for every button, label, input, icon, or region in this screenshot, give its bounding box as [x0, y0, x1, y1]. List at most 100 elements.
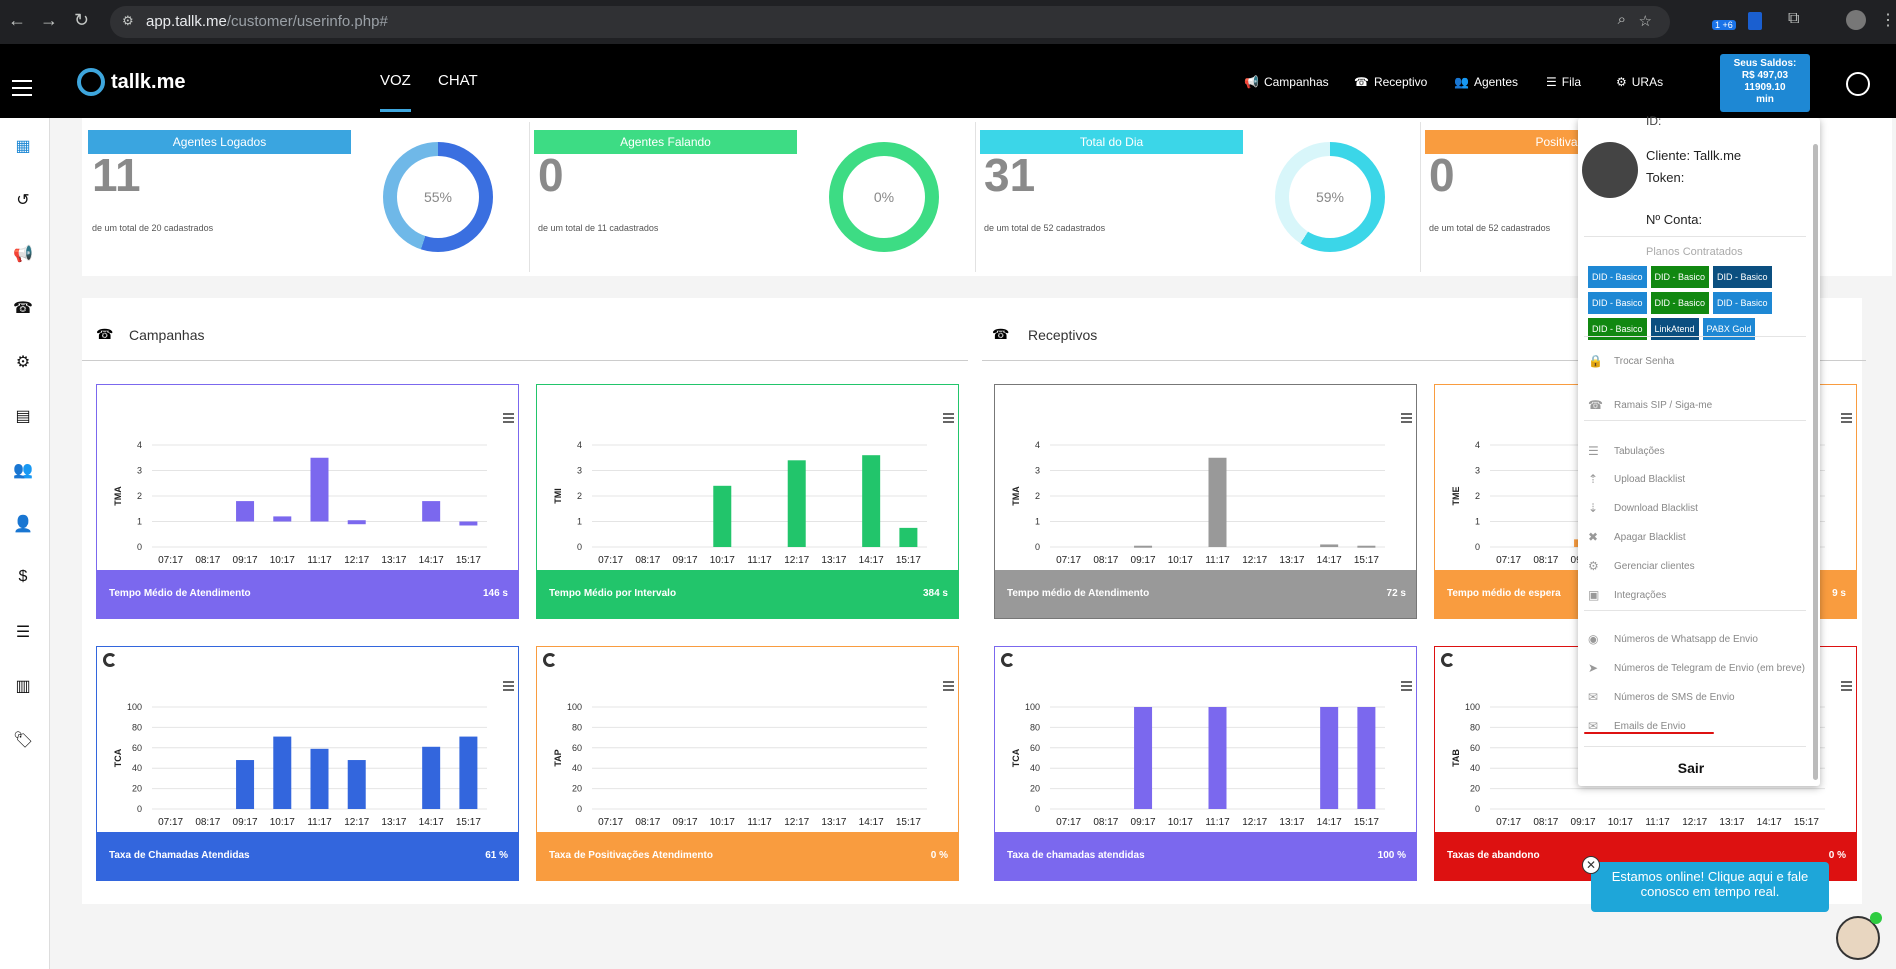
plano-badge: LinkAtend: [1650, 318, 1699, 340]
browser-menu-icon[interactable]: ⋮: [1880, 12, 1896, 29]
chart-bar: [459, 521, 478, 526]
back-icon[interactable]: ←: [8, 10, 26, 30]
saldo-button[interactable]: Seus Saldos: R$ 497,03 11909.10 min: [1720, 54, 1810, 112]
x-tick-label: 14:17: [419, 555, 444, 566]
y-tick-label: 40: [572, 763, 582, 773]
menu-item-label: Upload Blacklist: [1614, 473, 1686, 485]
nav-agentes[interactable]: 👥 Agentes: [1454, 75, 1518, 89]
x-tick-label: 13:17: [1279, 817, 1304, 828]
section-campanhas-title: Campanhas: [129, 327, 205, 343]
nav-uras[interactable]: ⚙ URAs: [1616, 75, 1663, 89]
stat-value: 31: [984, 149, 1036, 201]
client-name: Cliente: Tallk.me: [1646, 148, 1742, 163]
y-tick-label: 4: [137, 440, 142, 450]
chart-footer: Taxa de Chamadas Atendidas 61 %: [97, 832, 518, 880]
menu-item[interactable]: ⇣ Download Blacklist: [1588, 501, 1698, 515]
chart-footer-total: 384 s: [922, 588, 948, 599]
menu-item[interactable]: ✉ Emails de Envio: [1588, 719, 1686, 733]
tab-chat[interactable]: CHAT: [438, 72, 478, 89]
tab-voz[interactable]: VOZ: [380, 72, 411, 112]
refresh-spinner-icon: [103, 653, 117, 667]
x-tick-label: 11:17: [1645, 817, 1670, 828]
plano-badge: DID - Basico: [1588, 266, 1647, 288]
extensions-puzzle-icon[interactable]: ⧉: [1788, 10, 1800, 27]
menu-item[interactable]: ✖ Apagar Blacklist: [1588, 530, 1686, 544]
phone-book-icon[interactable]: ▥: [15, 678, 31, 695]
menu-item[interactable]: ◉ Números de Whatsapp de Envio: [1588, 632, 1758, 646]
user-icon[interactable]: 👤: [13, 516, 33, 533]
stat-donut-label: 0%: [843, 156, 925, 238]
y-tick-label: 20: [132, 784, 142, 794]
x-tick-label: 14:17: [859, 817, 884, 828]
address-bar[interactable]: ⚙ app.tallk.me/customer/userinfo.php# ☆ …: [110, 6, 1670, 38]
lock-icon: 🔒: [1588, 354, 1603, 368]
menu-item-label: Download Blacklist: [1614, 502, 1698, 514]
users-icon[interactable]: 👥: [13, 462, 33, 479]
chart-menu-icon[interactable]: [1841, 681, 1852, 693]
nav-campanhas[interactable]: 📢 Campanhas: [1244, 75, 1329, 89]
gear-icon[interactable]: ⚙: [15, 354, 31, 371]
chart-bar: [273, 736, 292, 809]
site-info-icon[interactable]: ⚙: [122, 13, 134, 28]
user-dropdown-menu: ID: Cliente: Tallk.me Token: Nº Conta: P…: [1578, 114, 1820, 786]
chart-footer: Tempo Médio de Atendimento 146 s: [97, 570, 518, 618]
chart-bar: [310, 748, 329, 809]
chat-widget-bubble[interactable]: Estamos online! Clique aqui e fale conos…: [1591, 862, 1829, 912]
nav-fila[interactable]: ☰ Fila: [1546, 75, 1581, 89]
megaphone-icon[interactable]: 📢: [13, 246, 33, 263]
extension-badge[interactable]: 1 +6: [1712, 20, 1736, 30]
chart-menu-icon[interactable]: [503, 413, 514, 425]
x-tick-label: 13:17: [381, 555, 406, 566]
nav-receptivo[interactable]: ☎ Receptivo: [1354, 75, 1427, 89]
stat-label: Total do Dia: [980, 130, 1243, 154]
menu-item-label: Ramais SIP / Siga-me: [1614, 399, 1713, 411]
tags-icon[interactable]: 🏷: [12, 732, 34, 749]
menu-item[interactable]: ☰ Tabulações: [1588, 444, 1665, 458]
chart-menu-icon[interactable]: [1841, 413, 1852, 425]
chart-menu-icon[interactable]: [503, 681, 514, 693]
dashboard-icon[interactable]: ▦: [15, 138, 31, 155]
x-tick-label: 15:17: [896, 817, 921, 828]
download-icon: ⇣: [1588, 501, 1599, 515]
sair-button[interactable]: Sair: [1677, 760, 1705, 776]
chat-avatar[interactable]: [1836, 916, 1880, 960]
forward-icon[interactable]: →: [40, 10, 58, 30]
extension-icon[interactable]: [1748, 12, 1762, 30]
zoom-icon[interactable]: ⌕: [1617, 11, 1626, 28]
list-check-icon[interactable]: ☰: [15, 624, 31, 641]
logo-icon: [77, 68, 105, 96]
dollar-icon[interactable]: $: [18, 568, 28, 585]
y-tick-label: 20: [1030, 784, 1040, 794]
chart-menu-icon[interactable]: [1401, 681, 1412, 693]
phone-incoming-icon[interactable]: ☎: [13, 300, 33, 317]
close-chat-icon[interactable]: ✕: [1582, 856, 1600, 874]
hamburger-menu-icon[interactable]: [12, 34, 32, 101]
menu-item[interactable]: ⇡ Upload Blacklist: [1588, 472, 1685, 486]
history-icon[interactable]: ↺: [16, 192, 30, 209]
y-tick-label: 80: [132, 722, 142, 732]
chart-plot: 0 20 40 60 80 100 TCA 07:17 08:17 09:17 10:17 11:17…: [113, 702, 487, 828]
user-account-icon[interactable]: [1846, 72, 1870, 96]
chart-menu-icon[interactable]: [943, 681, 954, 693]
reload-icon[interactable]: ↻: [74, 10, 90, 30]
chart-menu-icon[interactable]: [1401, 413, 1412, 425]
chart-footer-total: 146 s: [482, 588, 508, 599]
menu-item[interactable]: ▣ Integrações: [1588, 588, 1666, 602]
profile-avatar[interactable]: [1846, 10, 1866, 30]
x-tick-label: 14:17: [1317, 817, 1342, 828]
chart-menu-icon[interactable]: [943, 413, 954, 425]
menu-item[interactable]: ⚙ Gerenciar clientes: [1588, 559, 1695, 573]
menu-item[interactable]: ➤ Números de Telegram de Envio (em breve): [1588, 661, 1805, 675]
nav-label: Campanhas: [1263, 75, 1329, 89]
dropdown-scrollbar[interactable]: [1813, 144, 1818, 780]
chart-footer-title: Taxas de abandono: [1447, 850, 1540, 861]
x-tick-label: 13:17: [821, 555, 846, 566]
bookmark-star-icon[interactable]: ☆: [1638, 13, 1652, 30]
menu-item[interactable]: ✉ Números de SMS de Envio: [1588, 690, 1735, 704]
menu-item[interactable]: 🔒 Trocar Senha: [1588, 354, 1674, 368]
menu-item[interactable]: ☎ Ramais SIP / Siga-me: [1588, 398, 1712, 412]
app-logo[interactable]: tallk.me: [77, 68, 185, 96]
clipboard-icon[interactable]: ▤: [15, 408, 31, 425]
y-tick-label: 3: [137, 466, 142, 476]
sms-icon: ✉: [1588, 690, 1599, 704]
